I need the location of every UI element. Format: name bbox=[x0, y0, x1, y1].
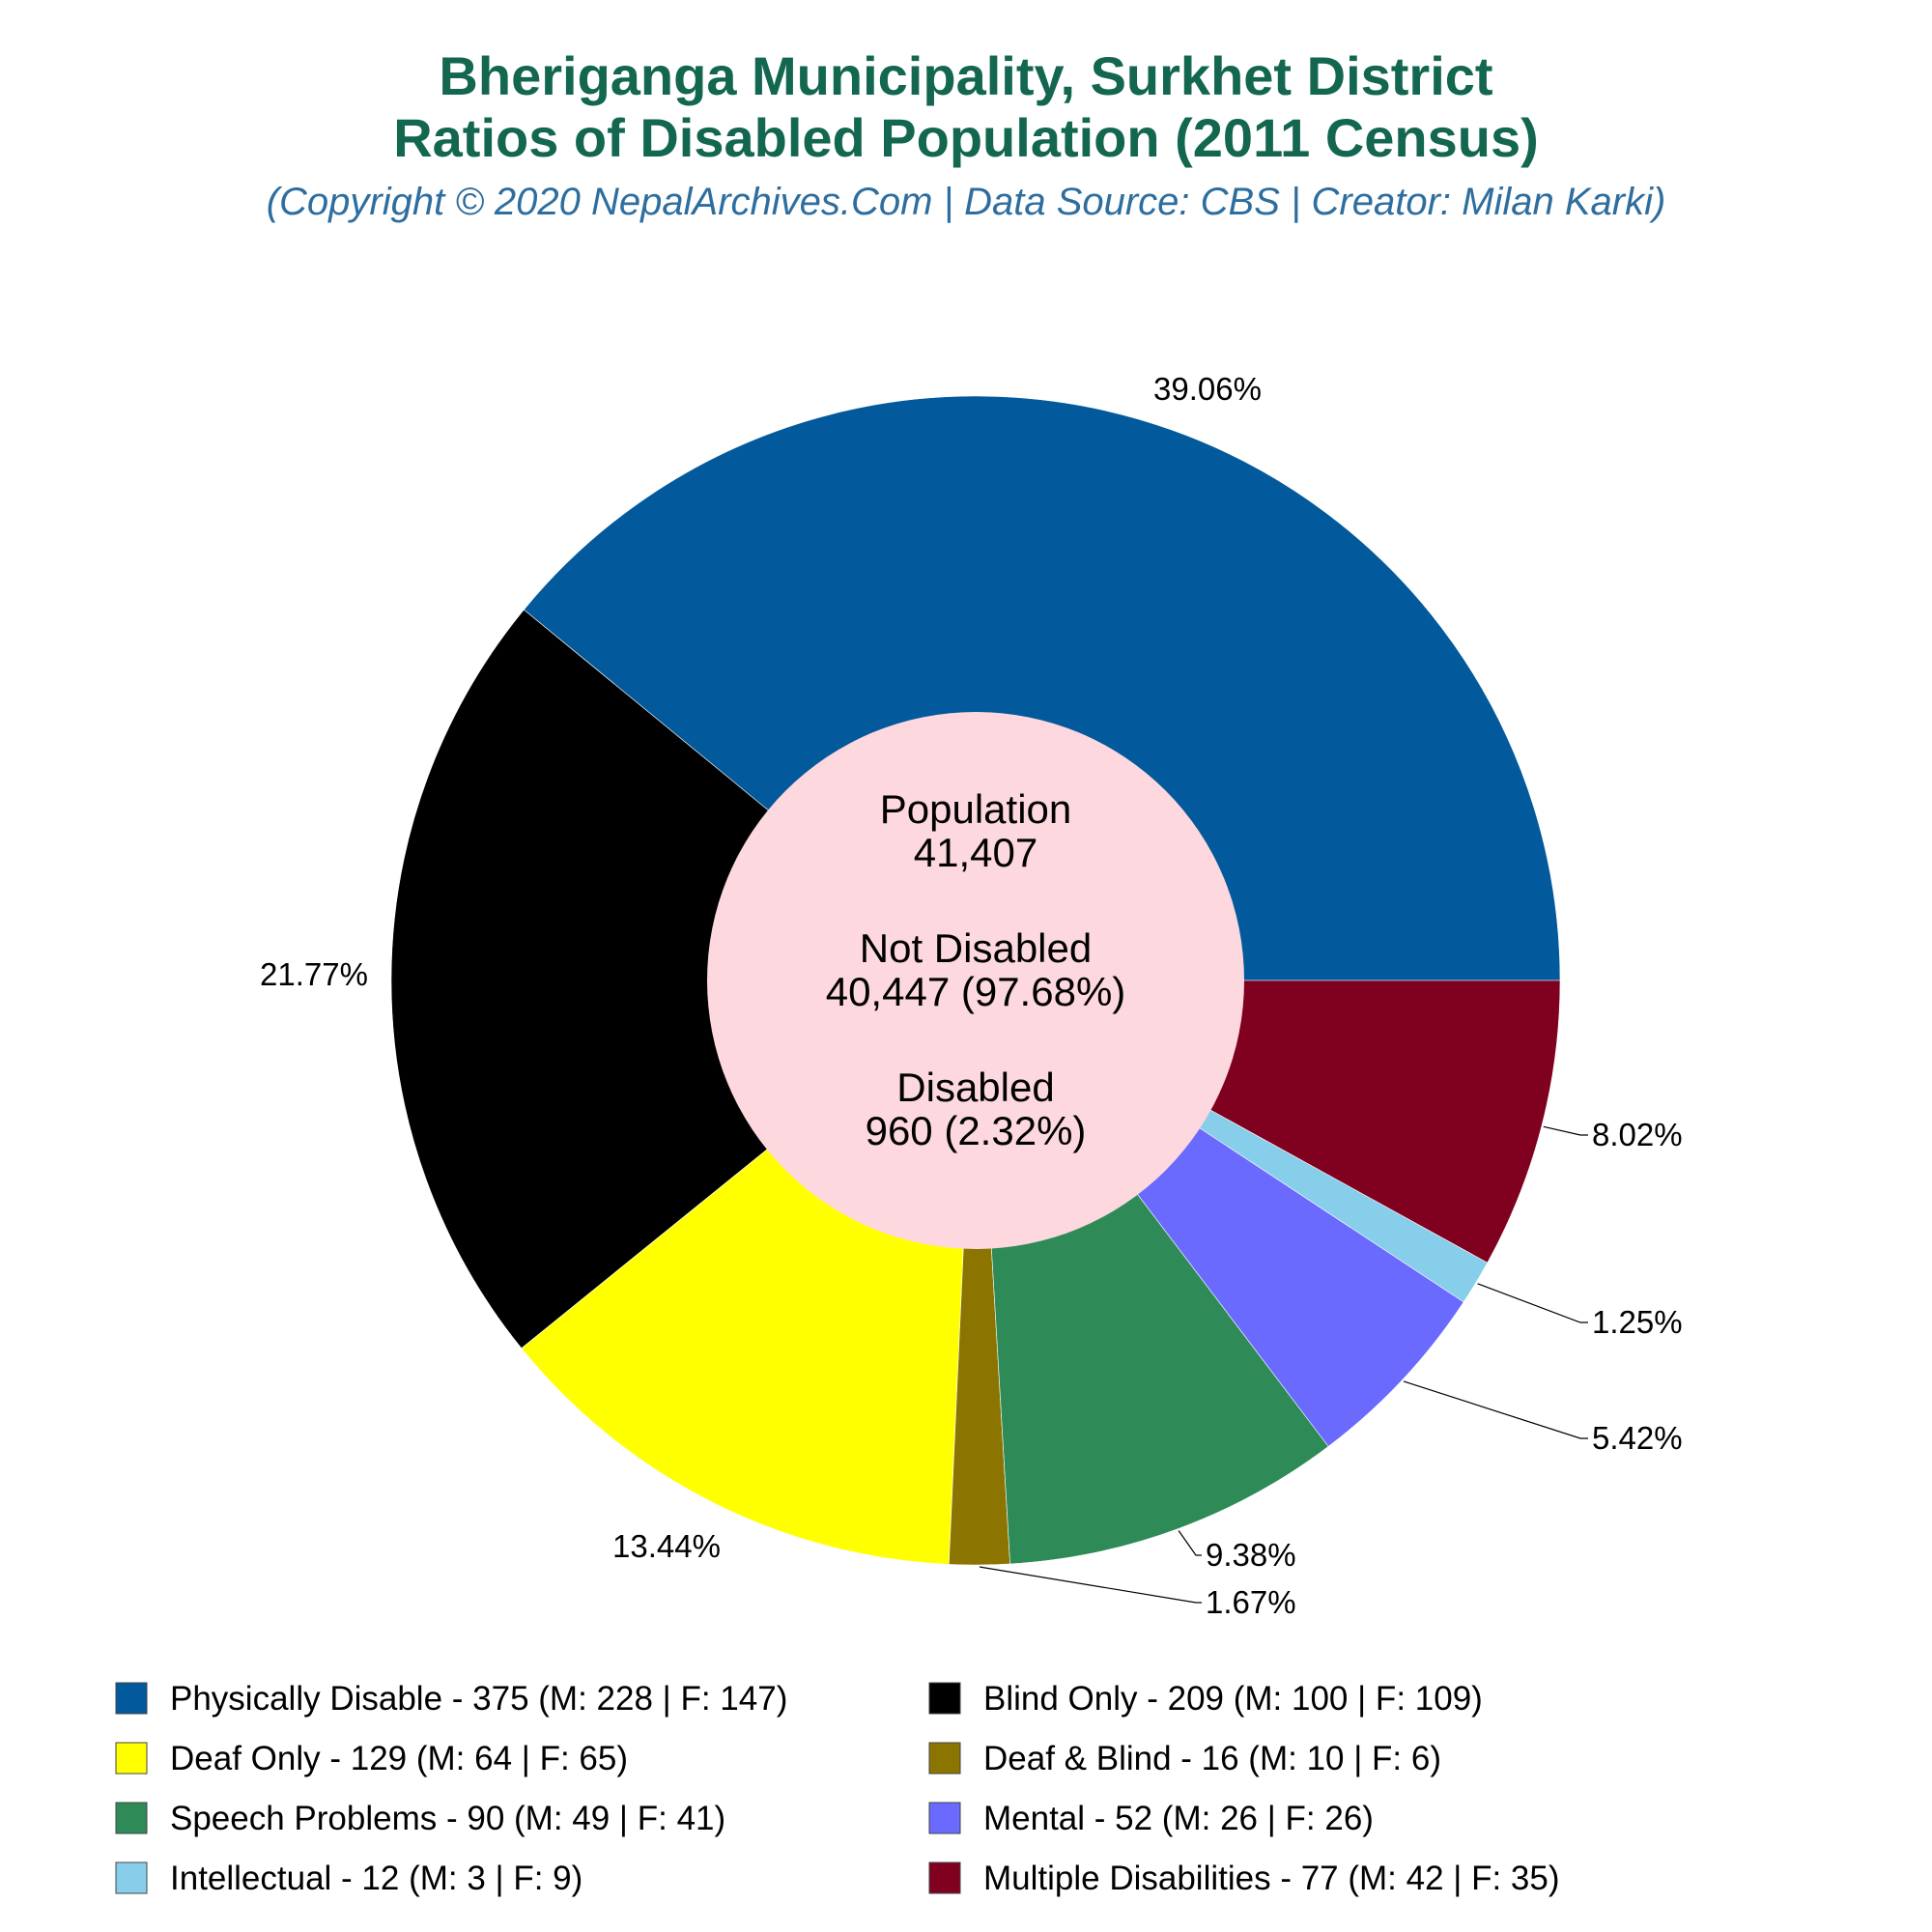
center-disabled-value: 960 (2.32%) bbox=[866, 1108, 1087, 1153]
legend-swatch bbox=[928, 1861, 961, 1894]
chart-subtitle: (Copyright © 2020 NepalArchives.Com | Da… bbox=[267, 181, 1666, 223]
legend-swatch bbox=[115, 1742, 148, 1775]
legend-swatch bbox=[115, 1861, 148, 1894]
center-disabled-label: Disabled bbox=[896, 1065, 1054, 1110]
legend-item: Blind Only - 209 (M: 100 | F: 109) bbox=[928, 1680, 1483, 1718]
legend-swatch bbox=[928, 1682, 961, 1715]
legend-swatch bbox=[115, 1682, 148, 1715]
center-population-value: 41,407 bbox=[914, 830, 1037, 875]
leader-line bbox=[979, 1566, 1202, 1604]
chart-title-line1: Bheriganga Municipality, Surkhet Distric… bbox=[439, 45, 1492, 106]
leader-line bbox=[1543, 1125, 1588, 1136]
percent-label: 39.06% bbox=[1153, 371, 1262, 407]
legend-label: Physically Disable - 375 (M: 228 | F: 14… bbox=[170, 1680, 787, 1718]
legend-item: Deaf & Blind - 16 (M: 10 | F: 6) bbox=[928, 1740, 1441, 1777]
leader-line bbox=[1477, 1283, 1588, 1323]
percent-label: 21.77% bbox=[260, 956, 368, 992]
pie-slice-physically-disable bbox=[523, 395, 1561, 981]
legend: Physically Disable - 375 (M: 228 | F: 14… bbox=[115, 1680, 1560, 1897]
chart-title-line2: Ratios of Disabled Population (2011 Cens… bbox=[393, 107, 1539, 168]
percent-label: 1.25% bbox=[1592, 1304, 1683, 1340]
legend-label: Intellectual - 12 (M: 3 | F: 9) bbox=[170, 1860, 582, 1897]
percent-label: 13.44% bbox=[612, 1528, 721, 1564]
legend-swatch bbox=[928, 1742, 961, 1775]
percent-label: 1.67% bbox=[1206, 1584, 1296, 1620]
legend-swatch bbox=[928, 1802, 961, 1834]
legend-label: Mental - 52 (M: 26 | F: 26) bbox=[983, 1800, 1374, 1837]
leader-line bbox=[1178, 1530, 1202, 1556]
legend-item: Intellectual - 12 (M: 3 | F: 9) bbox=[115, 1860, 582, 1897]
legend-label: Speech Problems - 90 (M: 49 | F: 41) bbox=[170, 1800, 725, 1837]
legend-item: Physically Disable - 375 (M: 228 | F: 14… bbox=[115, 1680, 787, 1718]
legend-item: Deaf Only - 129 (M: 64 | F: 65) bbox=[115, 1740, 628, 1777]
pie-slice-blind-only bbox=[390, 609, 977, 1350]
legend-item: Mental - 52 (M: 26 | F: 26) bbox=[928, 1800, 1374, 1837]
legend-item: Multiple Disabilities - 77 (M: 42 | F: 3… bbox=[928, 1860, 1560, 1897]
center-population-label: Population bbox=[880, 786, 1072, 832]
legend-label: Deaf & Blind - 16 (M: 10 | F: 6) bbox=[983, 1740, 1441, 1777]
center-not-disabled-value: 40,447 (97.68%) bbox=[826, 969, 1126, 1014]
percent-label: 9.38% bbox=[1206, 1537, 1296, 1573]
legend-swatch bbox=[115, 1802, 148, 1834]
leader-line bbox=[1403, 1380, 1588, 1439]
legend-label: Blind Only - 209 (M: 100 | F: 109) bbox=[983, 1680, 1483, 1718]
legend-item: Speech Problems - 90 (M: 49 | F: 41) bbox=[115, 1800, 725, 1837]
center-hole bbox=[707, 712, 1244, 1249]
legend-label: Deaf Only - 129 (M: 64 | F: 65) bbox=[170, 1740, 628, 1777]
percent-label: 5.42% bbox=[1592, 1420, 1683, 1456]
label-leader-lines bbox=[979, 1125, 1588, 1604]
percent-labels: 39.06% 21.77% 13.44% 1.67% 9.38% 5.42% 1.25% 8.… bbox=[260, 371, 1683, 1620]
legend-label: Multiple Disabilities - 77 (M: 42 | F: 3… bbox=[983, 1860, 1560, 1897]
center-not-disabled-label: Not Disabled bbox=[860, 925, 1092, 971]
percent-label: 8.02% bbox=[1592, 1117, 1683, 1152]
